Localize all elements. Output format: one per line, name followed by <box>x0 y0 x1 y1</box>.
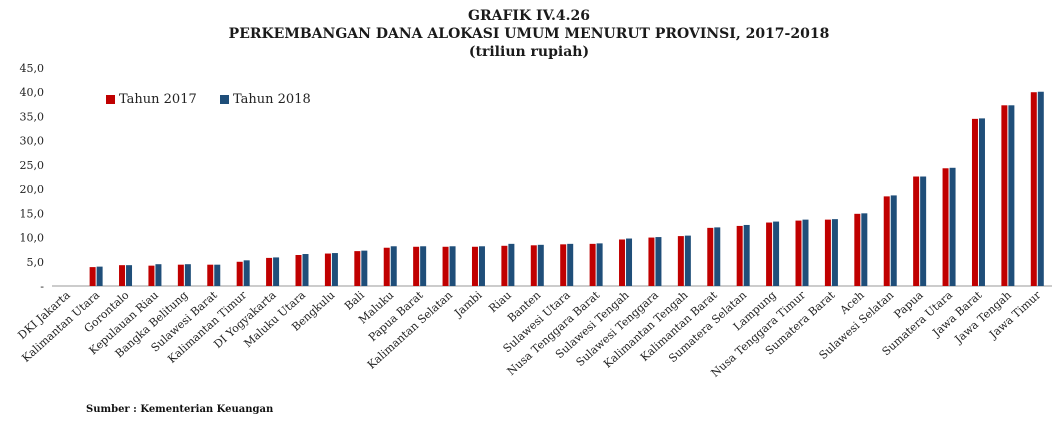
y-tick-label: 20,0 <box>20 183 45 196</box>
bar-2018 <box>390 246 397 286</box>
bar-2018 <box>567 243 574 286</box>
bar-2017 <box>883 196 890 286</box>
bar-2017 <box>236 261 243 286</box>
bar-2017 <box>442 246 449 286</box>
chart-unit-subtitle: (triliun rupiah) <box>468 44 590 60</box>
bar-2017 <box>354 251 361 286</box>
bar-2018 <box>831 219 838 286</box>
bar-2017 <box>89 267 96 286</box>
bar-2017 <box>648 237 655 286</box>
bar-2017 <box>383 247 390 286</box>
bar-2017 <box>560 244 567 286</box>
y-tick-label: 45,0 <box>20 62 45 75</box>
source-note: Sumber : Kementerian Keuangan <box>86 404 274 415</box>
legend-swatch-2017 <box>106 95 115 104</box>
bar-2018 <box>449 246 456 286</box>
chart-title: PERKEMBANGAN DANA ALOKASI UMUM MENURUT P… <box>228 26 830 42</box>
bar-2018 <box>861 213 868 286</box>
bar-2018 <box>949 167 956 286</box>
bar-2017 <box>795 220 802 286</box>
y-tick-label: 35,0 <box>20 110 45 123</box>
bar-2018 <box>155 264 162 286</box>
bar-2018 <box>1008 105 1015 287</box>
y-tick-label: 25,0 <box>20 159 45 172</box>
bar-2017 <box>589 243 596 286</box>
bar-2017 <box>501 245 508 286</box>
y-tick-label: 30,0 <box>20 135 45 148</box>
bar-2018 <box>1037 91 1044 286</box>
bar-2017 <box>913 176 920 286</box>
bar-2018 <box>126 265 133 286</box>
bar-2018 <box>802 219 809 286</box>
y-tick-label: - <box>40 280 44 293</box>
bar-2018 <box>420 246 427 286</box>
bar-2017 <box>530 245 537 286</box>
bar-2017 <box>119 265 126 286</box>
legend-label-2018: Tahun 2018 <box>233 92 311 107</box>
bar-2017 <box>677 236 684 286</box>
bar-2017 <box>854 213 861 286</box>
legend-label-2017: Tahun 2017 <box>119 92 197 107</box>
bar-2018 <box>684 235 691 286</box>
bar-2017 <box>619 239 626 286</box>
bar-2018 <box>890 195 897 286</box>
x-tick-label: Jambi <box>451 288 485 320</box>
bar-2017 <box>324 253 331 286</box>
bar-2017 <box>1030 92 1037 286</box>
bar-2018 <box>478 246 485 286</box>
bar-2018 <box>214 264 221 286</box>
bar-2018 <box>920 176 927 286</box>
bar-2017 <box>207 264 214 286</box>
bar-2018 <box>773 221 780 286</box>
bar-2018 <box>273 257 280 286</box>
bar-2018 <box>361 250 368 286</box>
y-tick-label: 15,0 <box>20 207 45 220</box>
bar-2017 <box>471 246 478 286</box>
bar-2018 <box>508 243 515 286</box>
bar-2018 <box>596 243 603 286</box>
bar-2017 <box>736 225 743 286</box>
bar-2018 <box>243 260 250 286</box>
bar-2017 <box>1001 105 1008 287</box>
legend-item-2017: Tahun 2017 <box>106 92 197 107</box>
bar-2018 <box>537 244 544 286</box>
legend-item-2018: Tahun 2018 <box>220 92 311 107</box>
legend-swatch-2018 <box>220 95 229 104</box>
bar-2017 <box>177 264 184 286</box>
bar-2018 <box>96 266 103 286</box>
y-tick-label: 40,0 <box>20 86 45 99</box>
bar-2017 <box>295 254 302 286</box>
bar-2018 <box>626 238 633 286</box>
bar-2018 <box>978 118 985 286</box>
bar-2018 <box>302 254 309 286</box>
bar-2018 <box>331 253 338 286</box>
y-tick-label: 10,0 <box>20 232 45 245</box>
bar-2017 <box>413 246 420 286</box>
bar-2017 <box>707 227 714 286</box>
chart-figure-number: GRAFIK IV.4.26 <box>468 8 590 24</box>
bar-2017 <box>824 219 831 286</box>
bar-2018 <box>655 237 662 286</box>
bar-2018 <box>184 264 191 286</box>
bar-2017 <box>148 265 155 286</box>
bar-2017 <box>266 257 273 286</box>
bar-2018 <box>714 227 721 286</box>
bar-2017 <box>971 118 978 286</box>
bar-2017 <box>942 168 949 286</box>
bar-2018 <box>743 224 750 286</box>
y-tick-label: 5,0 <box>27 256 45 269</box>
bar-2017 <box>766 222 773 286</box>
